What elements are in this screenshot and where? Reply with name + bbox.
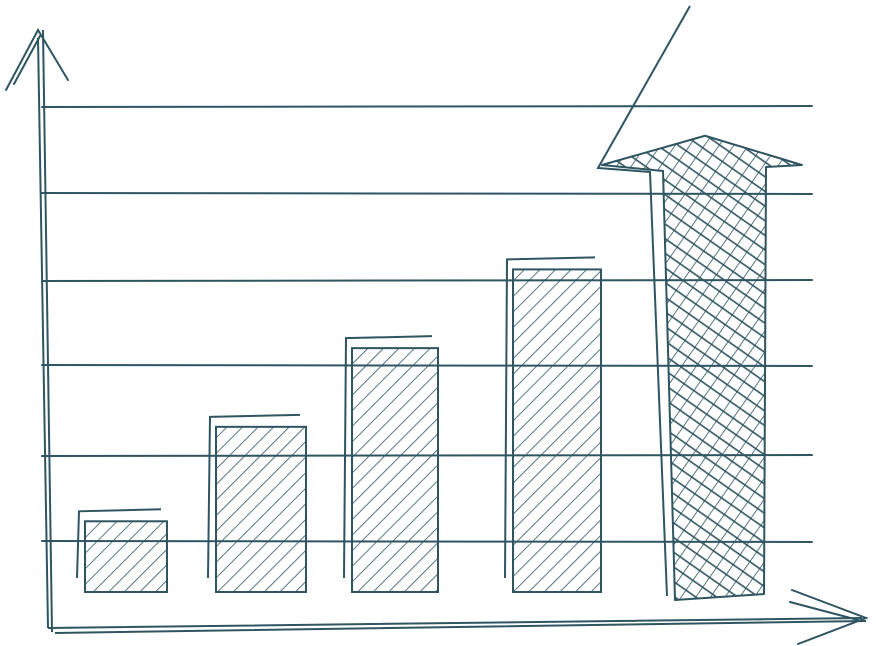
x-axis-arrowhead bbox=[789, 589, 869, 645]
y-axis-line bbox=[37, 29, 53, 633]
axes bbox=[5, 27, 869, 645]
bar bbox=[215, 425, 307, 593]
arrow-bar-sketch-outline bbox=[596, 5, 691, 597]
bar bbox=[351, 347, 439, 593]
y-axis-arrowhead bbox=[5, 27, 69, 91]
bar-sketch-outline bbox=[207, 413, 301, 579]
bar-sketch-outline bbox=[504, 256, 596, 579]
x-axis-line bbox=[47, 617, 867, 634]
gridline bbox=[41, 105, 813, 108]
arrow-bar bbox=[601, 134, 803, 601]
bar bbox=[512, 268, 602, 593]
bar-sketch-outline bbox=[343, 335, 433, 579]
bar bbox=[84, 520, 168, 594]
bars bbox=[76, 5, 803, 601]
bar-sketch-outline bbox=[76, 508, 162, 579]
